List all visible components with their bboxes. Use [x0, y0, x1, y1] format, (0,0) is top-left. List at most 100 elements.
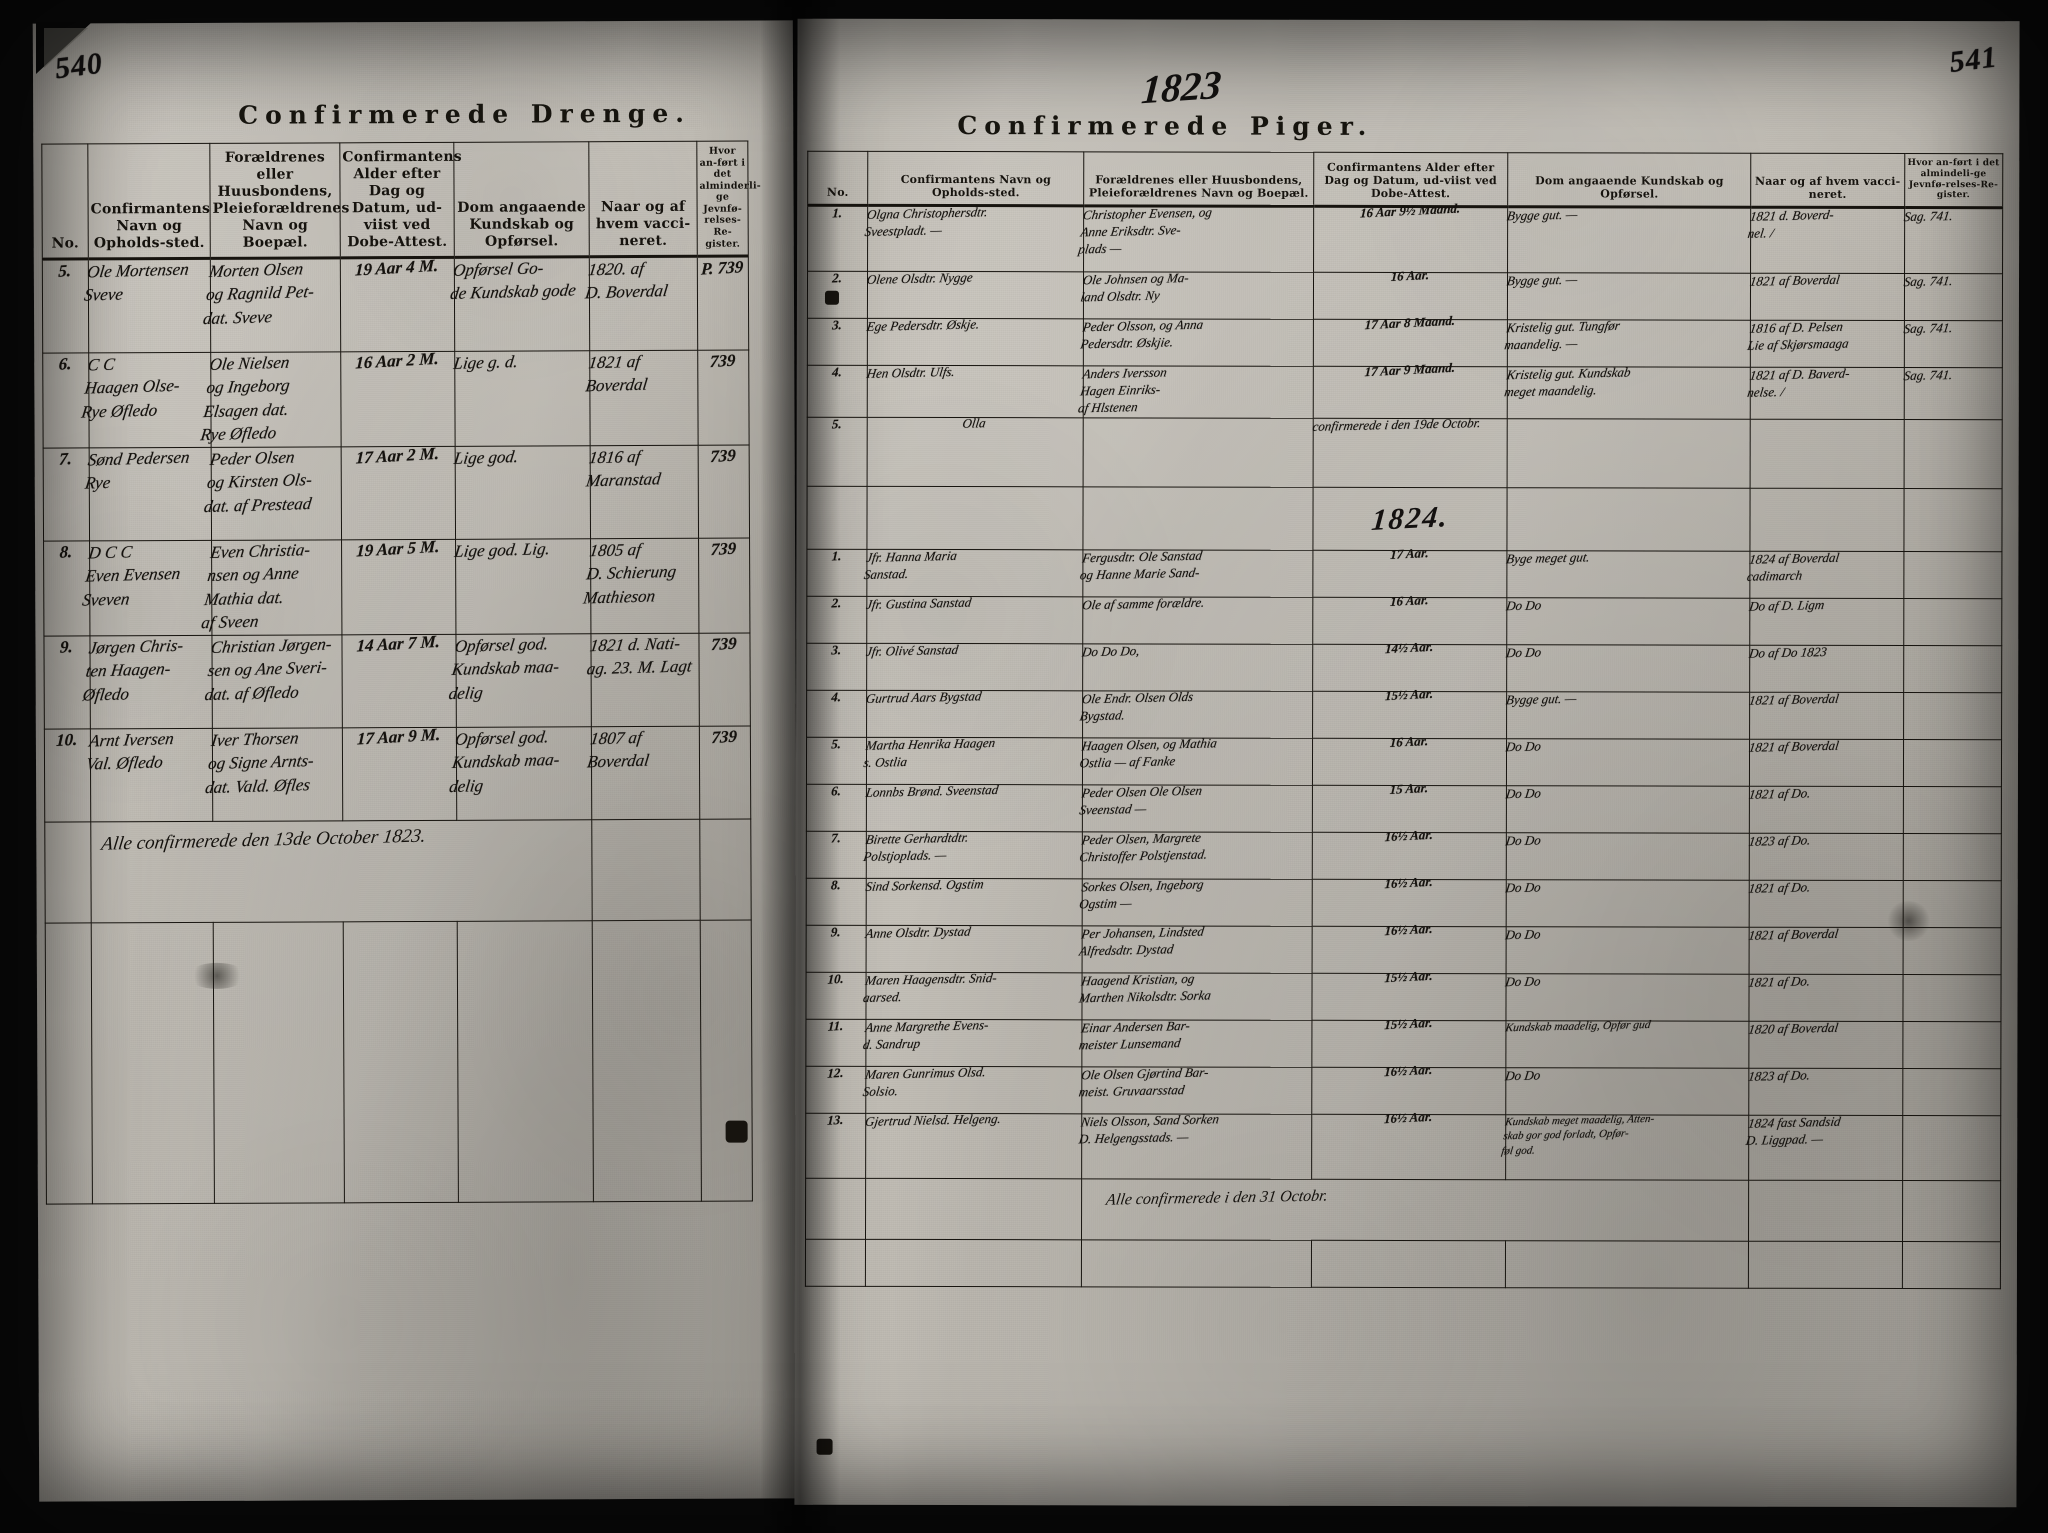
row-judgment: Kristelig gut. Tungfør maandelig. —	[1503, 317, 1621, 353]
left-page-title: Confirmerede Drenge.	[238, 98, 691, 130]
right-page-year-heading: 1823	[1139, 61, 1223, 113]
table-row: 10. Maren Haagensdtr. Snid- aarsed. Haag…	[805, 968, 2002, 1022]
table-row: 3. Jfr. Olivé Sanstad Do Do Do, 14½ Aar.…	[806, 639, 2002, 693]
row-vaccination: 1823 af Do.	[1748, 832, 1812, 849]
table-row: 5. Martha Henrika Haagen s. Ostlia Haage…	[806, 733, 2002, 787]
col-header-name: Confirmantens Navn og Opholds-sted.	[87, 143, 211, 260]
row-vaccination: 1807 af Boverdal	[586, 727, 651, 772]
row-no: 8.	[830, 876, 842, 893]
row-name: Jfr. Olivé Sanstad	[865, 641, 960, 659]
row-parents: Per Johansen, Lindsted Alfredsdtr. Dysta…	[1078, 923, 1206, 959]
row-parents: Even Christia- nsen og Anne Mathia dat. …	[200, 540, 312, 633]
row-judgment: Lige god. Lig.	[453, 539, 552, 561]
row-name: Hen Olsdtr. Ulfs.	[865, 364, 957, 382]
col-header-judgment: Dom angaaende Kundskab og Opførsel.	[453, 141, 590, 258]
table-row: 1. Olgna Christophersdtr. Sveestpladt. —…	[807, 201, 2003, 274]
row-vaccination: 1821 af Do.	[1747, 973, 1812, 990]
table-row: 9. Anne Olsdtr. Dystad Per Johansen, Lin…	[806, 921, 2002, 975]
row-name: Sønd Pedersen Rye	[83, 447, 191, 494]
row-vaccination: 1821 af D. Baverd- nelse. /	[1746, 365, 1852, 400]
table-row: 10. Arnt Iversen Val. Øfledo Iver Thorse…	[44, 725, 751, 822]
table-row: 11. Anne Margrethe Evens- d. Sandrup Ein…	[805, 1015, 2001, 1069]
row-judgment: Bygge gut. —	[1506, 206, 1579, 224]
confirmed-boys-table: No. Confirmantens Navn og Opholds-sted. …	[41, 141, 761, 1205]
row-age: confirmerede i den 19de Octobr.	[1311, 414, 1482, 434]
row-name: Lonnbs Brønd. Sveenstad	[865, 781, 1000, 800]
row-name: Jfr. Hanna Maria Sanstad.	[863, 547, 959, 582]
row-judgment: Lige g. d.	[452, 352, 520, 374]
right-page-title: Confirmerede Piger.	[957, 111, 1374, 141]
row-vaccination: 1824 fast Sandsid D. Liggpad. —	[1745, 1113, 1843, 1148]
row-judgment: Kundskab meget maadelig, Atten- skab gor…	[1500, 1112, 1655, 1157]
row-no: 2.	[831, 594, 842, 611]
row-age: 19 Aar 4 M.	[354, 255, 439, 280]
row-name: D C C Even Evensen Sveven	[81, 542, 182, 610]
row-parents: Ole Olsen Gjørtind Bar- meist. Gruvaarss…	[1078, 1064, 1210, 1100]
table-row: 6. C C Haagen Olse- Rye Øfledo Ole Niels…	[42, 349, 750, 449]
row-no: 11.	[827, 1017, 844, 1034]
col-header-register: Hvor an-ført i det alminderli-ge Jevnfø-…	[696, 141, 761, 257]
row-vaccination: 1805 af D. Schierung Mathieson	[582, 539, 678, 608]
col-header-name: Confirmantens Navn og Opholds-sted.	[867, 151, 1084, 207]
row-name: Sind Sorkensd. Ogstim	[864, 876, 985, 894]
row-vaccination: 1821 af Boverdal	[584, 351, 649, 397]
row-parents: Haagend Kristian, og Marthen Nikolsdtr. …	[1078, 970, 1213, 1006]
row-vaccination: 1821 d. Boverd- nel. /	[1747, 207, 1836, 241]
blank-row	[805, 1239, 2001, 1289]
row-parents: Ole Johnsen og Ma- land Olsdtr. Ny	[1079, 270, 1190, 305]
row-register: Sag. 741.	[1902, 208, 1954, 225]
row-vaccination: 1820 af Boverdal	[1747, 1019, 1840, 1037]
row-name: Jfr. Gustina Sanstad	[865, 594, 973, 612]
table-row: 9. Jørgen Chris- ten Haagen- Øfledo Chri…	[43, 632, 751, 729]
row-parents: Peder Olsen og Kirsten Ols- dat. af Pres…	[202, 447, 314, 517]
table-row: 2. Olene Olsdtr. Nygge Ole Johnsen og Ma…	[807, 267, 2003, 321]
row-no: 13.	[826, 1111, 844, 1128]
ink-blot	[725, 1120, 748, 1143]
row-no: 3.	[831, 641, 842, 658]
row-parents: Fergusdtr. Ole Sanstad og Hanne Marie Sa…	[1079, 547, 1204, 583]
table-row: 3. Ege Pedersdtr. Øskje. Peder Olsson, o…	[807, 313, 2003, 368]
row-name: Anne Margrethe Evens- d. Sandrup	[862, 1016, 990, 1052]
right-page-number: 541	[1947, 40, 2000, 79]
left-page: 540 Confirmerede Drenge. No. Confirmante…	[32, 20, 800, 1502]
table-row: 5. Ole Mortensen Sveve Morten Olsen og R…	[42, 255, 749, 354]
row-parents: Ole Nielsen og Ingeborg Elsagen dat. Rye…	[199, 352, 291, 445]
table-row: 5. Olla confirmerede i den 19de Octobr.	[807, 414, 2003, 489]
row-judgment: Opførsel god. Kundskab maa- delig	[447, 633, 561, 703]
row-name: Ege Pedersdtr. Øskje.	[866, 316, 981, 335]
ink-blot	[824, 290, 839, 305]
row-vaccination: 1823 af Do.	[1747, 1067, 1812, 1084]
right-page: 541 1823 Confirmerede Piger. No. Confirm…	[794, 18, 2020, 1508]
table-row: 8. Sind Sorkensd. Ogstim Sorkes Olsen, I…	[806, 874, 2002, 928]
table-row: 7. Birette Gerhardtdtr. Polstjoplads. — …	[806, 827, 2002, 881]
row-register: 739	[710, 633, 738, 654]
confirmed-girls-table: No. Confirmantens Navn og Opholds-sted. …	[805, 151, 2003, 1289]
col-header-no: No.	[807, 151, 868, 206]
row-name: Maren Haagensdtr. Snid- aarsed.	[862, 969, 999, 1005]
row-judgment: Opførsel Go- de Kundskab gode	[449, 258, 578, 304]
row-parents: Ole Endr. Olsen Olds Bygstad.	[1078, 688, 1195, 724]
col-header-judgment: Dom angaaende Kundskab og Opførsel.	[1507, 152, 1752, 208]
row-no: 6.	[58, 354, 72, 375]
row-no: 5.	[57, 261, 72, 282]
row-register: 739	[710, 538, 737, 560]
row-vaccination: 1816 af D. Pelsen Lie af Skjørsmaaga	[1746, 318, 1851, 353]
row-no: 1.	[831, 547, 842, 564]
row-no: 3.	[831, 317, 843, 333]
row-vaccination: 1821 af Do.	[1748, 785, 1813, 802]
row-no: 7.	[58, 449, 73, 469]
row-name: Jørgen Chris- ten Haagen- Øfledo	[81, 635, 185, 705]
row-name: Maren Gunrimus Olsd. Solsio.	[862, 1064, 987, 1099]
ink-blot	[816, 1438, 833, 1455]
table-row: 6. Lonnbs Brønd. Sveenstad Peder Olsen O…	[806, 780, 2002, 834]
row-register: Sag. 741.	[1902, 273, 1954, 290]
row-vaccination: 1821 af Do.	[1748, 879, 1812, 896]
right-footer-note: Alle confirmerede i den 31 Octobr.	[1105, 1187, 1330, 1209]
row-parents: Sorkes Olsen, Ingeborg Ogstim —	[1078, 876, 1205, 912]
row-no: 9.	[59, 636, 74, 657]
row-parents: Morten Olsen og Ragnild Pet- dat. Sveve	[202, 259, 316, 329]
row-parents: Haagen Olsen, og Mathia Ostlia — af Fank…	[1078, 735, 1219, 771]
row-register: 739	[709, 350, 736, 372]
row-judgment: Opførsel god. Kundskab maa- delig	[448, 726, 561, 796]
table-row: 7. Sønd Pedersen Rye Peder Olsen og Kirs…	[43, 444, 750, 542]
